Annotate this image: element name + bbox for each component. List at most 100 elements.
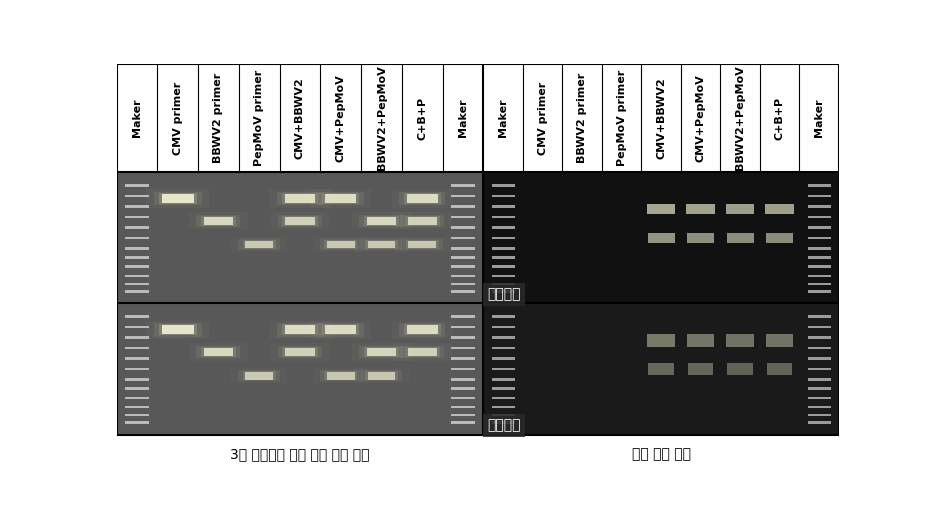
Text: Maker: Maker — [814, 99, 824, 137]
Bar — [451, 275, 475, 277]
Bar — [393, 212, 452, 229]
Bar — [492, 387, 514, 390]
Bar — [647, 204, 676, 214]
Bar — [125, 326, 149, 328]
Bar — [766, 334, 793, 347]
Bar — [451, 406, 475, 409]
Bar — [125, 413, 149, 416]
Bar — [125, 421, 149, 424]
Bar — [808, 237, 830, 239]
Bar — [808, 413, 830, 416]
Bar — [125, 205, 149, 208]
Text: PepMoV primer: PepMoV primer — [254, 70, 264, 166]
Bar — [404, 347, 440, 357]
Bar — [808, 315, 830, 318]
Bar — [808, 275, 830, 277]
Bar — [204, 348, 233, 356]
Bar — [451, 396, 475, 399]
Bar — [808, 265, 830, 268]
Bar — [116, 64, 839, 172]
Bar — [492, 368, 514, 370]
Text: Maker: Maker — [499, 99, 508, 137]
Bar — [391, 320, 453, 339]
Bar — [239, 238, 280, 251]
Bar — [361, 370, 403, 381]
Bar — [727, 234, 753, 243]
Text: BBWV2+PepMoV: BBWV2+PepMoV — [377, 66, 387, 170]
Bar — [125, 396, 149, 399]
Bar — [492, 357, 514, 360]
Bar — [125, 195, 149, 197]
Bar — [391, 189, 453, 208]
Bar — [125, 315, 149, 318]
Bar — [116, 172, 484, 303]
Bar — [687, 334, 715, 347]
Bar — [451, 368, 475, 370]
Bar — [242, 371, 276, 380]
Bar — [125, 378, 149, 381]
Bar — [278, 214, 322, 227]
Bar — [492, 406, 514, 409]
Bar — [394, 237, 450, 252]
Bar — [808, 256, 830, 259]
Bar — [158, 193, 197, 204]
Bar — [116, 303, 484, 435]
Bar — [404, 216, 440, 226]
Bar — [324, 240, 357, 249]
Bar — [242, 240, 276, 249]
Bar — [451, 265, 475, 268]
Bar — [451, 256, 475, 259]
Bar — [270, 344, 329, 361]
Bar — [125, 336, 149, 339]
Bar — [367, 348, 396, 356]
Bar — [231, 237, 287, 252]
Bar — [492, 205, 514, 208]
Bar — [808, 205, 830, 208]
Bar — [407, 194, 437, 203]
Bar — [451, 184, 475, 187]
Text: BBWV2 primer: BBWV2 primer — [577, 73, 587, 163]
Bar — [451, 413, 475, 416]
Text: CMV+BBWV2: CMV+BBWV2 — [295, 77, 305, 159]
Bar — [125, 226, 149, 229]
Text: PepMoV primer: PepMoV primer — [617, 70, 626, 166]
Bar — [318, 323, 363, 337]
Bar — [808, 347, 830, 350]
Bar — [407, 325, 437, 334]
Bar — [492, 215, 514, 218]
Bar — [354, 368, 409, 384]
Bar — [125, 290, 149, 293]
Bar — [360, 214, 404, 227]
Bar — [451, 357, 475, 360]
Bar — [327, 240, 354, 248]
Bar — [765, 204, 794, 214]
Text: Maker: Maker — [132, 99, 142, 137]
Bar — [451, 315, 475, 318]
Bar — [492, 275, 514, 277]
Bar — [492, 237, 514, 239]
Bar — [125, 347, 149, 350]
Bar — [125, 357, 149, 360]
Text: C+B+P: C+B+P — [418, 96, 427, 140]
Bar — [399, 323, 445, 337]
Bar — [492, 326, 514, 328]
Bar — [492, 256, 514, 259]
Text: CMV primer: CMV primer — [172, 81, 183, 155]
Bar — [360, 346, 404, 359]
Bar — [364, 240, 398, 249]
Bar — [367, 217, 396, 225]
Bar — [451, 378, 475, 381]
Bar — [451, 205, 475, 208]
Bar — [727, 363, 753, 375]
Bar — [405, 240, 439, 249]
Bar — [231, 368, 287, 384]
Bar — [125, 282, 149, 285]
Bar — [808, 282, 830, 285]
Bar — [354, 237, 409, 252]
Bar — [281, 193, 319, 204]
Bar — [399, 192, 445, 205]
Bar — [451, 347, 475, 350]
Bar — [688, 363, 713, 375]
Bar — [404, 324, 441, 335]
Bar — [808, 357, 830, 360]
